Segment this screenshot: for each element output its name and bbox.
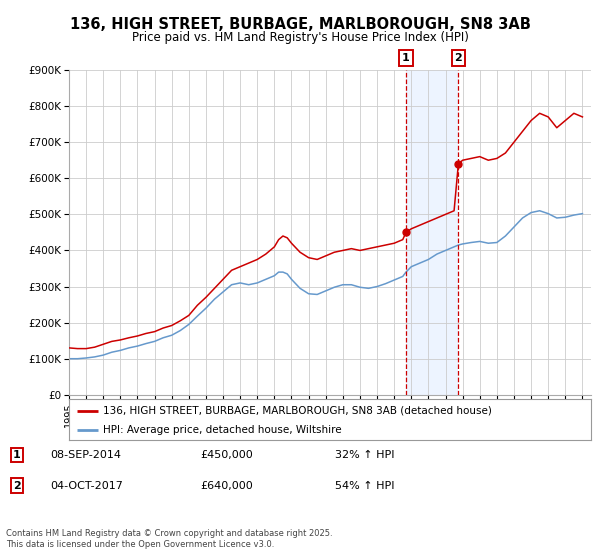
Text: 136, HIGH STREET, BURBAGE, MARLBOROUGH, SN8 3AB (detached house): 136, HIGH STREET, BURBAGE, MARLBOROUGH, … <box>103 405 492 416</box>
Text: 2: 2 <box>454 53 462 63</box>
Text: Contains HM Land Registry data © Crown copyright and database right 2025.
This d: Contains HM Land Registry data © Crown c… <box>6 529 332 549</box>
Text: £450,000: £450,000 <box>200 450 253 460</box>
Text: 54% ↑ HPI: 54% ↑ HPI <box>335 481 395 491</box>
Text: 32% ↑ HPI: 32% ↑ HPI <box>335 450 395 460</box>
Text: Price paid vs. HM Land Registry's House Price Index (HPI): Price paid vs. HM Land Registry's House … <box>131 31 469 44</box>
Text: 04-OCT-2017: 04-OCT-2017 <box>50 481 123 491</box>
Text: 136, HIGH STREET, BURBAGE, MARLBOROUGH, SN8 3AB: 136, HIGH STREET, BURBAGE, MARLBOROUGH, … <box>70 17 530 32</box>
Text: 08-SEP-2014: 08-SEP-2014 <box>50 450 121 460</box>
Text: HPI: Average price, detached house, Wiltshire: HPI: Average price, detached house, Wilt… <box>103 424 341 435</box>
Text: 1: 1 <box>13 450 21 460</box>
Text: 1: 1 <box>402 53 410 63</box>
Bar <box>406 70 458 395</box>
Text: £640,000: £640,000 <box>200 481 253 491</box>
Text: 2: 2 <box>13 481 21 491</box>
